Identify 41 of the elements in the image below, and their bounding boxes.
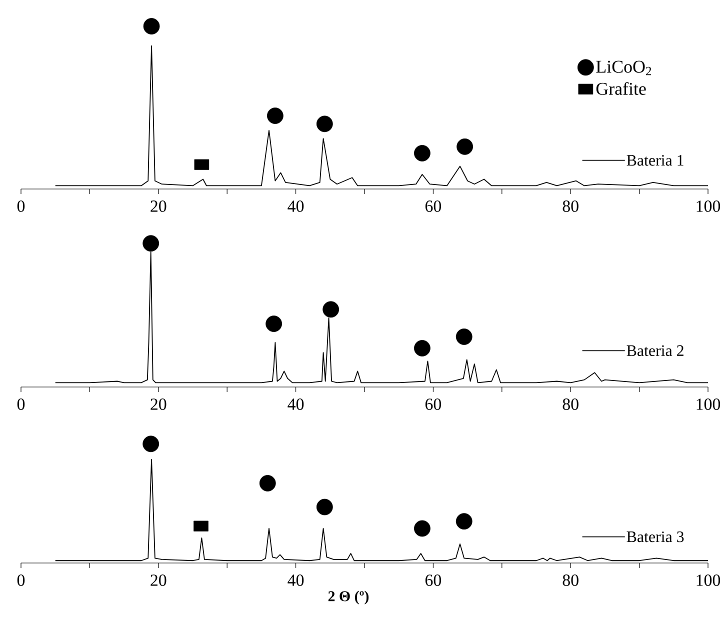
- point: [266, 316, 282, 332]
- x-tick-label: 60: [425, 200, 442, 212]
- point: [316, 116, 333, 132]
- x-tick-label: 80: [562, 398, 578, 410]
- x-tick-label: 80: [562, 574, 578, 586]
- x-tick-label: 40: [288, 398, 304, 410]
- x-tick-label: 100: [696, 200, 720, 212]
- legend-label: Grafite: [596, 82, 646, 95]
- legend-label: Bateria 2: [626, 345, 684, 356]
- point: [322, 301, 340, 318]
- point: [142, 436, 160, 452]
- point: [456, 513, 472, 530]
- legend-label: LiCoO$_{2}$: [596, 60, 652, 76]
- x-tick-label: 0: [17, 200, 25, 212]
- legend-label: Bateria 1: [626, 155, 684, 166]
- point: [266, 108, 284, 124]
- point: [414, 144, 430, 162]
- point: [259, 475, 276, 492]
- point: [456, 138, 474, 155]
- point: [194, 159, 210, 170]
- point: [456, 328, 472, 345]
- x-tick-label: 40: [288, 200, 304, 212]
- x-tick-label: 0: [17, 574, 25, 586]
- legend-label: Bateria 3: [626, 531, 684, 542]
- x-tick-label: 20: [150, 200, 166, 212]
- point: [194, 520, 208, 532]
- x-tick-label: 0: [17, 398, 25, 410]
- x-tick-label: 80: [562, 200, 578, 212]
- point: [414, 340, 430, 356]
- x-axis-title: 2 Θ (º): [328, 590, 369, 604]
- point: [414, 520, 430, 537]
- x-tick-label: 20: [150, 398, 166, 410]
- x-tick-label: 100: [696, 574, 720, 586]
- point: [142, 235, 160, 252]
- x-tick-label: 100: [696, 398, 720, 410]
- x-tick-label: 60: [425, 398, 442, 410]
- x-tick-label: 20: [150, 574, 166, 586]
- x-tick-label: 60: [425, 574, 442, 586]
- point: [316, 498, 333, 516]
- x-tick-label: 40: [288, 574, 304, 586]
- point: [143, 18, 160, 34]
